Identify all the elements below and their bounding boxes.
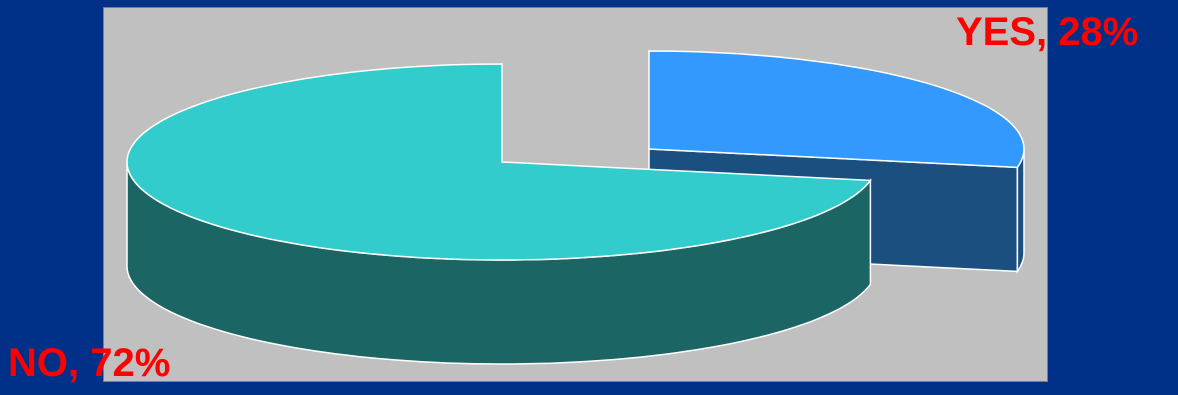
data-label-yes: YES, 28% <box>956 10 1139 54</box>
pie-slice-no <box>126 63 872 365</box>
pie-slices <box>126 50 1025 365</box>
slice-top <box>648 50 1025 169</box>
data-label-no: NO, 72% <box>8 341 171 385</box>
slice-top <box>126 63 872 261</box>
slice-outer-wall <box>1016 148 1025 274</box>
